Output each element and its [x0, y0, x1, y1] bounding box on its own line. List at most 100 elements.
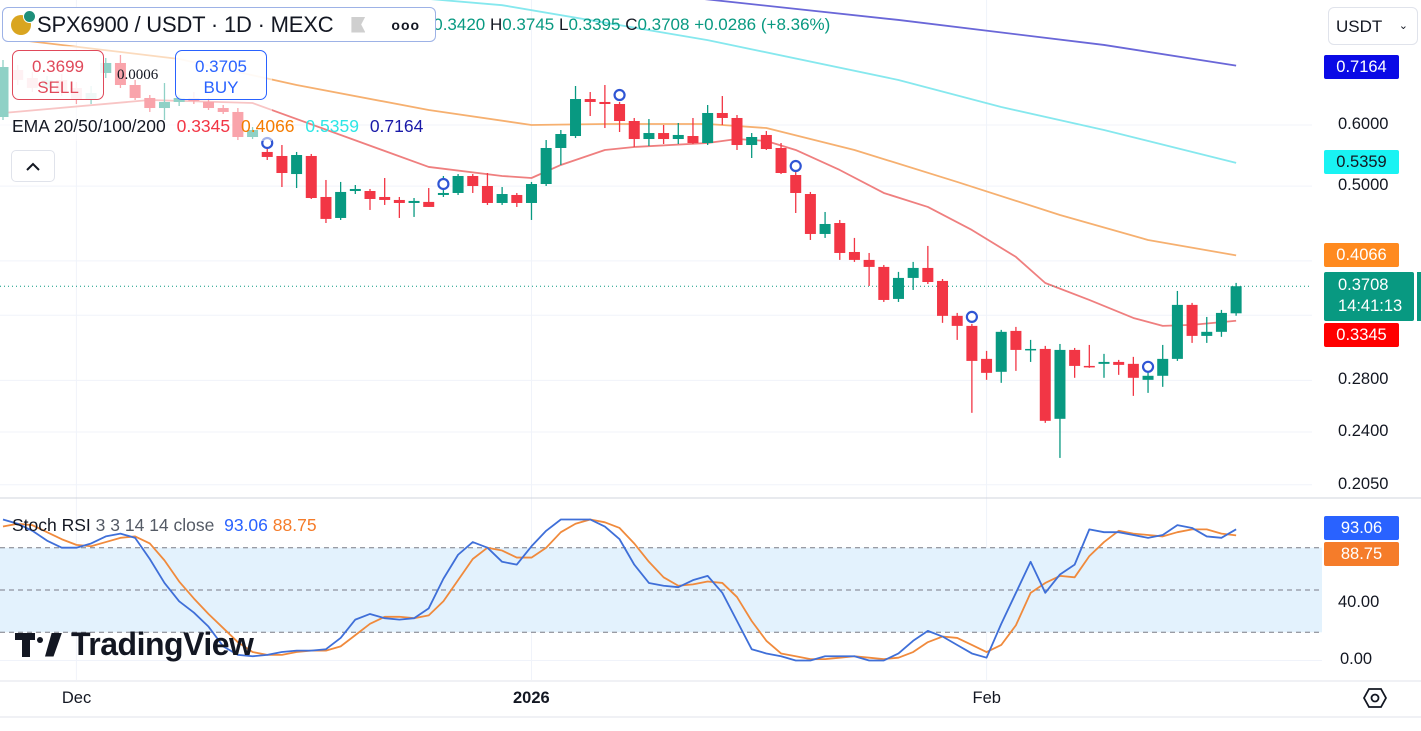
candle-body	[1230, 286, 1242, 314]
ema50-price-badge: 0.4066	[1324, 243, 1399, 267]
candle-body	[291, 155, 303, 175]
stoch-legend[interactable]: Stoch RSI 3 3 14 14 close 93.06 88.75	[12, 515, 317, 536]
candle-body	[731, 117, 743, 146]
ema100-value: 0.5359	[305, 116, 359, 136]
currency-select[interactable]: USDT ⌄	[1328, 7, 1418, 45]
close-label: C	[625, 15, 638, 34]
last-price-edge	[1417, 272, 1421, 321]
candle-body	[628, 121, 640, 140]
candle	[408, 198, 420, 217]
stoch-d-value: 88.75	[272, 515, 317, 535]
candle-body	[525, 184, 537, 203]
candle-body	[863, 259, 875, 267]
buy-button[interactable]: 0.3705 BUY	[175, 50, 267, 100]
candle	[995, 329, 1007, 383]
candle-body	[746, 136, 758, 146]
signal-marker	[1141, 360, 1155, 373]
last-price-badge: 0.3708 14:41:13	[1324, 272, 1414, 321]
candle-body	[423, 201, 435, 207]
candle	[1069, 347, 1081, 378]
ema200-line	[704, 0, 1237, 67]
candle	[966, 323, 978, 413]
spread-value: 0.0006	[117, 67, 159, 83]
candle	[643, 119, 655, 147]
stoch-title: Stoch RSI	[12, 515, 91, 535]
collapse-legend-button[interactable]	[11, 150, 55, 182]
candle-body	[335, 191, 347, 218]
signal-marker	[613, 88, 626, 102]
symbol-title: SPX6900 / USDT · 1D · MEXC	[37, 11, 334, 37]
stoch-tick: 0.00	[1340, 650, 1373, 668]
tradingview-wordmark: TradingView	[71, 626, 254, 662]
candle	[555, 130, 567, 165]
candle-body	[995, 331, 1007, 372]
candle-body	[1113, 361, 1125, 365]
candle-body	[364, 191, 376, 199]
ema100-line	[430, 0, 1237, 164]
candle	[1083, 344, 1095, 368]
close-value: 0.3708	[637, 15, 690, 34]
candle	[628, 117, 640, 147]
ema-legend[interactable]: EMA 20/50/100/200 0.3345 0.4066 0.5359 0…	[12, 116, 429, 137]
candle	[1054, 343, 1066, 458]
ohlc-readout: O0.3420 H0.3745 L0.3395 C0.3708 +0.0286 …	[420, 15, 830, 35]
candle	[614, 101, 626, 132]
candle	[423, 188, 435, 207]
sell-button[interactable]: 0.3699 SELL	[12, 50, 104, 100]
candle	[819, 211, 831, 238]
stoch-params: 3 3 14 14 close	[95, 515, 215, 535]
candle-body	[555, 133, 567, 148]
symbol-info[interactable]: SPX6900 / USDT · 1D · MEXC ooo	[2, 7, 436, 42]
tradingview-logo[interactable]: TradingView	[15, 626, 254, 663]
candle-body	[775, 147, 787, 174]
candle-body	[467, 175, 479, 187]
candle	[760, 131, 772, 150]
buy-label: BUY	[203, 78, 239, 97]
stoch-band	[0, 547, 1322, 661]
candle	[1201, 316, 1213, 343]
candle-body	[599, 101, 611, 105]
candle	[878, 264, 890, 302]
candle	[1157, 344, 1169, 387]
candle-body	[1186, 304, 1198, 336]
candle	[731, 114, 743, 150]
candle	[511, 192, 523, 207]
chevron-down-icon: ⌄	[1398, 20, 1408, 32]
more-icon[interactable]: ooo	[391, 16, 421, 33]
candle-body	[716, 112, 728, 118]
stoch-tick: 40.00	[1338, 593, 1380, 611]
candle	[599, 84, 611, 129]
candle	[1127, 356, 1139, 396]
candle	[716, 96, 728, 125]
low-value: 0.3395	[568, 15, 621, 34]
candle-body	[1069, 349, 1081, 366]
candle	[335, 181, 347, 220]
candle	[393, 196, 405, 218]
candle-body	[804, 194, 816, 234]
candle-body	[393, 199, 405, 203]
time-tick: 2026	[512, 689, 550, 707]
candle	[540, 140, 552, 187]
ema20-value: 0.3345	[176, 116, 231, 136]
candle	[834, 219, 846, 260]
time-tick: Dec	[61, 689, 92, 707]
flag-icon[interactable]	[351, 16, 366, 33]
candle-body	[570, 99, 582, 137]
chart-settings-icon[interactable]	[1363, 687, 1387, 709]
candle	[981, 350, 993, 380]
candle	[1025, 339, 1037, 362]
price-tick: 0.2400	[1338, 422, 1389, 440]
stoch-d-badge: 88.75	[1324, 542, 1399, 566]
ema50-value: 0.4066	[241, 116, 295, 136]
candle-body	[1171, 304, 1183, 359]
last-price: 0.3708	[1338, 276, 1389, 294]
candle	[790, 171, 802, 213]
candle-body	[540, 147, 552, 185]
currency-value: USDT	[1336, 17, 1383, 36]
candle-body	[658, 133, 670, 140]
change-value: +0.0286 (+8.36%)	[694, 15, 831, 34]
stoch-k-value: 93.06	[224, 515, 268, 535]
candle-body	[437, 192, 449, 195]
candle-body	[584, 99, 596, 102]
